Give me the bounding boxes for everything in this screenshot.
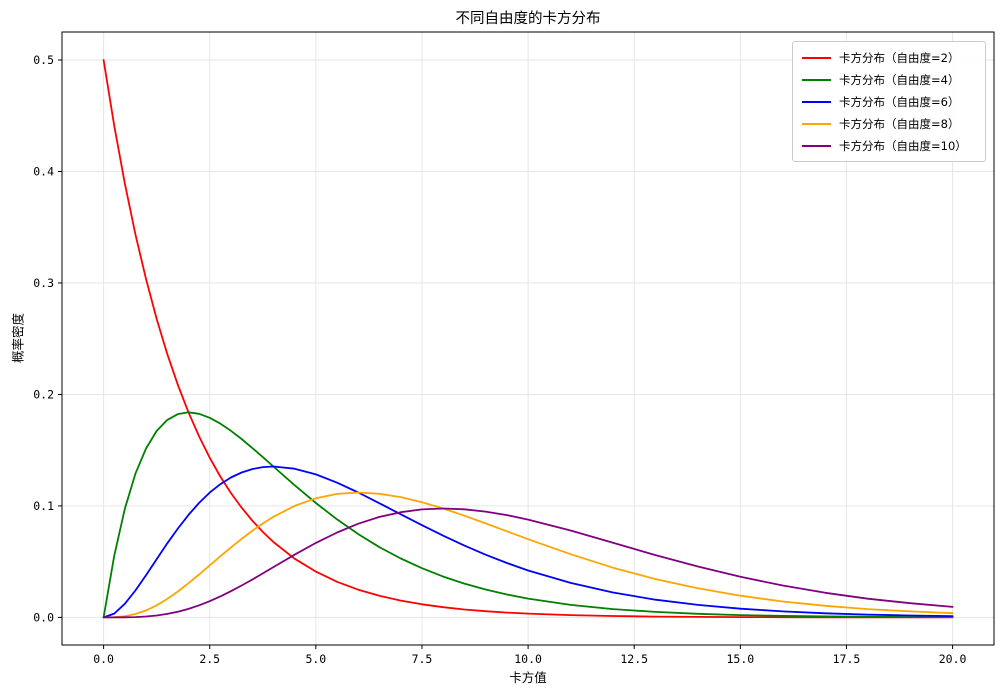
legend-label: 卡方分布（自由度=8） <box>839 116 960 131</box>
x-tick-label: 17.5 <box>833 652 861 666</box>
legend-line-sample <box>802 144 831 147</box>
legend-line-sample <box>802 100 831 103</box>
series-line <box>102 59 954 619</box>
x-tick-label: 7.5 <box>412 652 433 666</box>
legend-line-sample <box>802 122 831 125</box>
legend-item: 卡方分布（自由度=6） <box>802 93 976 110</box>
x-tick-label: 10.0 <box>514 652 542 666</box>
legend-item: 卡方分布（自由度=4） <box>802 71 976 88</box>
legend-label: 卡方分布（自由度=4） <box>839 72 960 87</box>
chart-title: 不同自由度的卡方分布 <box>455 11 601 27</box>
x-tick-label: 5.0 <box>305 652 326 666</box>
series-line <box>102 411 954 619</box>
legend-item: 卡方分布（自由度=2） <box>802 49 976 66</box>
x-axis-label: 卡方值 <box>509 670 547 685</box>
x-tick-label: 20.0 <box>939 652 967 666</box>
x-tick-label: 12.5 <box>620 652 648 666</box>
x-tick-label: 2.5 <box>199 652 220 666</box>
legend-label: 卡方分布（自由度=6） <box>839 94 960 109</box>
legend-label: 卡方分布（自由度=2） <box>839 50 960 65</box>
series-line <box>102 465 954 619</box>
x-tick-label: 0.0 <box>93 652 114 666</box>
legend-label: 卡方分布（自由度=10） <box>839 138 967 153</box>
legend-line-sample <box>802 78 831 81</box>
series-line <box>102 491 954 619</box>
y-tick-label: 0.3 <box>33 276 54 290</box>
legend-line-sample <box>802 56 831 59</box>
legend-item: 卡方分布（自由度=10） <box>802 137 976 154</box>
y-tick-label: 0.4 <box>33 164 54 178</box>
y-axis-label: 概率密度 <box>10 312 26 364</box>
y-tick-label: 0.1 <box>33 499 54 513</box>
legend-item: 卡方分布（自由度=8） <box>802 115 976 132</box>
series-line <box>102 507 954 619</box>
y-tick-label: 0.0 <box>33 610 54 624</box>
y-tick-label: 0.2 <box>33 387 54 401</box>
legend: 卡方分布（自由度=2） 卡方分布（自由度=4） 卡方分布（自由度=6） 卡方分布（自由… <box>792 41 986 162</box>
x-tick-label: 15.0 <box>726 652 754 666</box>
y-tick-label: 0.5 <box>33 53 54 67</box>
